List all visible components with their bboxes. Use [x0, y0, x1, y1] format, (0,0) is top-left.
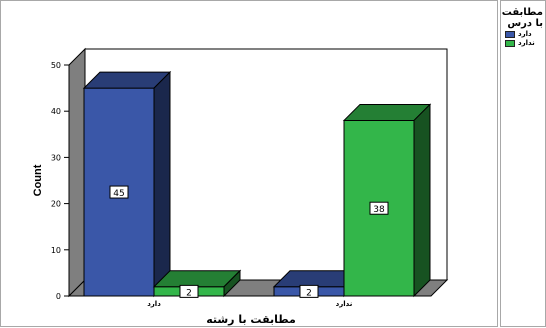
y-tick-label: 10 — [51, 246, 61, 255]
legend-title: مطابقت با درس — [501, 7, 543, 29]
legend-items: دارد ندارد — [501, 30, 545, 47]
bar-side — [153, 70, 171, 298]
legend-swatch — [505, 30, 515, 38]
data-label-box — [109, 185, 129, 199]
legend-item: دارد — [505, 30, 545, 38]
x-axis-title: مطابقت با رشته — [206, 313, 296, 326]
data-label: 2 — [186, 288, 192, 298]
x-tick-label: ندارد — [336, 300, 353, 308]
bar-side — [413, 103, 431, 298]
x-tick-label: دارد — [147, 300, 161, 308]
y-tick-label: 50 — [51, 61, 61, 70]
data-label: 2 — [306, 288, 312, 298]
legend-label: دارد — [518, 30, 532, 38]
chart-area: 0 10 20 30 40 50 Count 45 2 دارد 2 38 ندارد مطابقت با… — [0, 0, 498, 327]
bar-chart: 0 10 20 30 40 50 Count 45 2 دارد 2 38 ندارد مطابقت با… — [32, 47, 449, 326]
y-axis-title: Count — [32, 164, 44, 196]
legend-label: ندارد — [518, 39, 535, 47]
legend-swatch — [505, 39, 515, 47]
bar-side — [223, 269, 241, 298]
data-label-box — [179, 284, 199, 298]
data-label: 45 — [113, 189, 124, 199]
data-label-box — [369, 201, 389, 215]
y-tick-label: 20 — [51, 200, 61, 209]
side-wall — [68, 47, 86, 298]
legend-item: ندارد — [505, 39, 545, 47]
legend: مطابقت با درس دارد ندارد — [500, 0, 546, 327]
y-tick-label: 30 — [51, 153, 61, 162]
y-tick-label: 0 — [56, 292, 61, 301]
data-label: 38 — [373, 205, 385, 215]
y-tick-label: 40 — [51, 107, 61, 116]
data-label-box — [299, 284, 319, 298]
